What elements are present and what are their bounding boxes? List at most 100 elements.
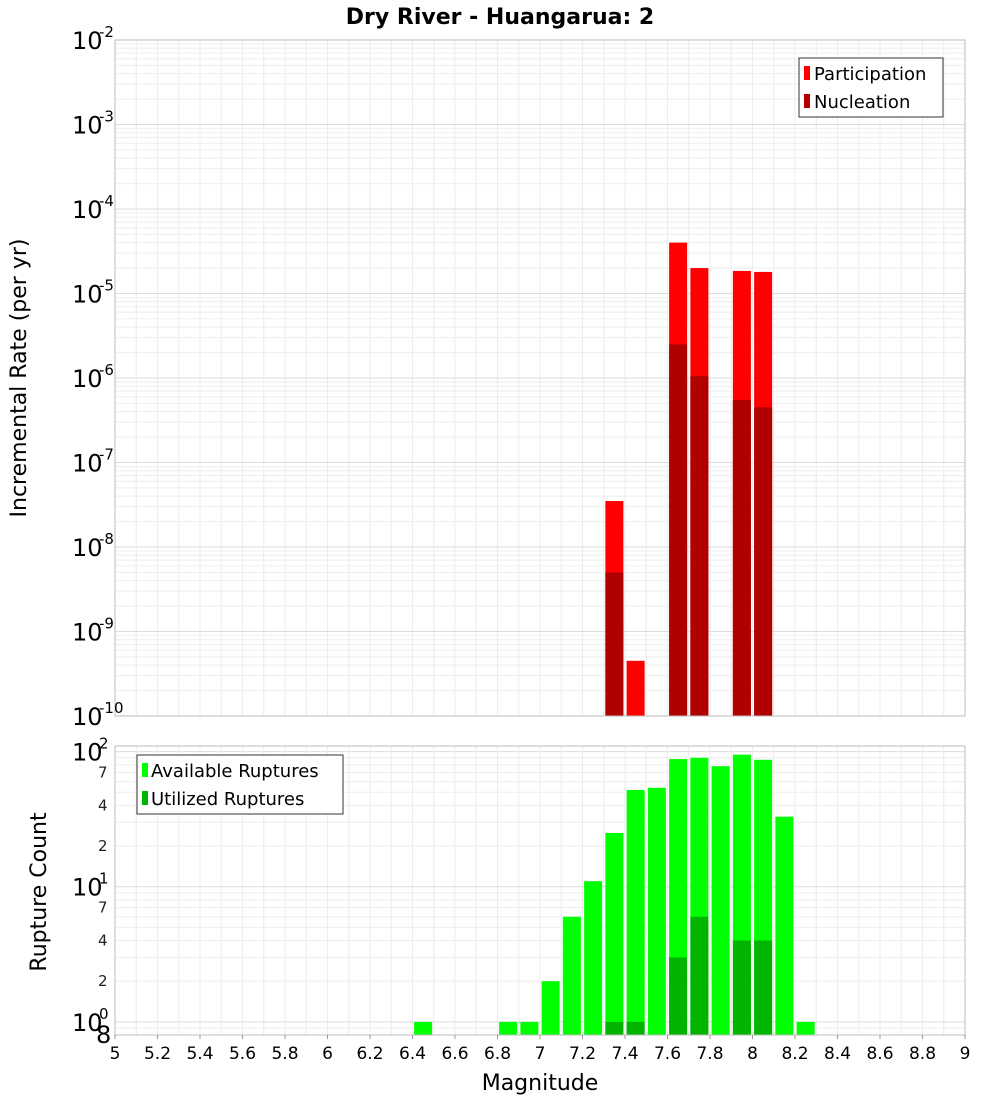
bottom-y-minor-tick-label: 7 [98,764,108,782]
bottom-legend-box [136,754,344,815]
top-y-tick-exponent: -10 [99,699,124,717]
top-y-tick-label: 10 [72,196,103,224]
utilized-ruptures-bar [626,1021,645,1035]
x-tick-label: 9 [960,1044,971,1064]
legend-participation-swatch [804,66,810,80]
legend-nucleation-label: Nucleation [814,92,910,113]
x-tick-label: 7.2 [569,1044,596,1064]
available-ruptures-bar [775,816,794,1035]
participation-bar [626,660,645,716]
available-ruptures-bar [796,1021,815,1035]
x-tick-label: 5.4 [186,1044,213,1064]
bottom-y-tick-label: 10 [72,874,103,902]
nucleation-bar [605,572,624,716]
legend-nucleation-swatch [804,94,810,108]
x-tick-label: 7.4 [611,1044,638,1064]
top-y-axis-label: Incremental Rate (per yr) [7,239,32,518]
bottom-y-tick-label: 10 [72,1009,103,1037]
available-ruptures-bar [626,789,645,1035]
available-ruptures-bar [541,981,560,1035]
top-y-tick-label: 10 [72,703,103,731]
x-tick-label: 6.8 [484,1044,511,1064]
utilized-ruptures-bar [690,916,709,1035]
top-y-tick-exponent: -7 [99,446,114,464]
x-tick-label: 6.2 [356,1044,383,1064]
x-tick-label: 6 [322,1044,333,1064]
bottom-y-axis-label: Rupture Count [27,812,52,972]
x-tick-label: 8.4 [824,1044,851,1064]
bottom-y-minor-tick-label: 2 [98,837,108,855]
available-ruptures-bar [499,1021,518,1035]
top-y-tick-exponent: -2 [99,23,114,41]
x-axis-ticks: 5 5.2 5.4 5.6 5.8 6 6.2 6.4 6.6 6.8 7 7.2 7.4 7.6 7.8 8… [110,1035,971,1064]
available-ruptures-bar [711,766,730,1035]
legend-available-label: Available Ruptures [151,761,319,782]
top-y-tick-label: 10 [72,281,103,309]
available-ruptures-bar [605,832,624,1035]
available-ruptures-bar [520,1021,539,1035]
legend-participation-label: Participation [814,64,926,85]
top-y-axis-ticks: 10-210-310-410-510-610-710-810-910-10 [72,23,124,731]
top-y-tick-label: 10 [72,534,103,562]
top-y-tick-label: 10 [72,112,103,140]
x-tick-label: 8.2 [781,1044,808,1064]
top-plot-frame [114,39,966,717]
x-tick-label: 8 [747,1044,758,1064]
bottom-y-minor-tick-label: 4 [98,796,108,814]
utilized-ruptures-bar [669,957,688,1035]
bottom-legend: Available Ruptures Utilized Ruptures [136,754,344,815]
top-y-tick-exponent: -6 [99,361,114,379]
x-tick-label: 5.2 [144,1044,171,1064]
top-plot-grid [114,40,966,717]
nucleation-bar [754,407,773,716]
available-ruptures-bar [584,881,603,1035]
x-tick-label: 5 [110,1044,121,1064]
nucleation-bar [690,376,709,716]
x-tick-label: 5.8 [271,1044,298,1064]
legend-available-swatch [142,763,148,777]
available-ruptures-bar [562,916,581,1035]
utilized-ruptures-bar [732,940,751,1035]
top-y-tick-exponent: -5 [99,277,114,295]
x-axis-label: Magnitude [482,1071,599,1096]
bottom-y-tick-exponent: 2 [99,735,109,753]
chart-title: Dry River - Huangarua: 2 [346,5,654,30]
top-legend: Participation Nucleation [798,57,944,118]
x-tick-label: 6.6 [441,1044,468,1064]
x-tick-label: 8.6 [866,1044,893,1064]
bottom-y-minor-tick-label: 4 [98,932,108,950]
utilized-ruptures-bar [605,1021,624,1035]
bottom-y-tick-exponent: 0 [99,1005,109,1023]
legend-utilized-label: Utilized Ruptures [151,789,304,810]
top-y-tick-label: 10 [72,27,103,55]
bottom-y-minor-tick-label: 2 [98,972,108,990]
top-y-tick-exponent: -3 [99,108,114,126]
nucleation-bar [732,399,751,716]
top-y-tick-exponent: -8 [99,530,114,548]
top-y-tick-label: 10 [72,365,103,393]
top-plot-bars [605,242,773,717]
top-y-tick-label: 10 [72,619,103,647]
top-y-tick-label: 10 [72,450,103,478]
bottom-y-minor-tick-label: 7 [98,899,108,917]
legend-utilized-swatch [142,791,148,805]
x-tick-label: 8.8 [909,1044,936,1064]
bottom-y-tick-label: 10 [72,739,103,767]
top-y-tick-exponent: -4 [99,192,114,210]
bottom-plot-bars [414,754,815,1035]
x-tick-label: 5.6 [229,1044,256,1064]
available-ruptures-bar [414,1021,433,1035]
x-tick-label: 6.4 [399,1044,426,1064]
bottom-y-minor-tick-label: 8 [96,1021,111,1049]
top-y-tick-exponent: -9 [99,615,114,633]
nucleation-bar [669,344,688,716]
available-ruptures-bar [647,787,666,1035]
x-tick-label: 7.8 [696,1044,723,1064]
utilized-ruptures-bar [754,940,773,1035]
x-tick-label: 7.6 [654,1044,681,1064]
top-legend-box [798,57,944,118]
